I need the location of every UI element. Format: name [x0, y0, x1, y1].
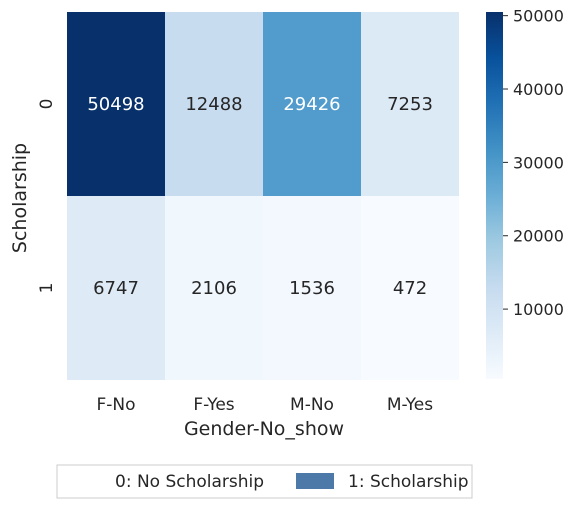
x-axis-tick-labels: F-No F-Yes M-No M-Yes — [96, 395, 433, 415]
y-tick-label: 1 — [37, 283, 57, 294]
heatmap-cell-value: 29426 — [283, 94, 340, 115]
heatmap-cells — [67, 12, 459, 380]
y-axis-label: Scholarship — [9, 143, 31, 253]
legend-label-scholarship: 1: Scholarship — [348, 472, 469, 492]
legend: 0: No Scholarship 1: Scholarship — [57, 465, 472, 498]
legend-swatch-scholarship — [296, 473, 334, 489]
x-tick-label: F-Yes — [193, 395, 234, 415]
x-tick-label: M-No — [290, 395, 334, 415]
x-axis-label: Gender-No_show — [184, 418, 344, 440]
heatmap-cell-value: 1536 — [289, 278, 335, 299]
colorbar-ticks: 10000 20000 30000 40000 50000 — [503, 7, 564, 319]
colorbar-tick-label: 50000 — [513, 7, 564, 26]
colorbar — [486, 12, 503, 379]
heatmap-cell-value: 2106 — [191, 278, 237, 299]
heatmap-cell-value: 472 — [393, 278, 427, 299]
heatmap-cell-value: 6747 — [93, 278, 139, 299]
heatmap-cell-value: 12488 — [185, 94, 242, 115]
heatmap-cell-value: 7253 — [387, 94, 433, 115]
colorbar-tick-label: 10000 — [513, 300, 564, 319]
colorbar-tick-label: 20000 — [513, 227, 564, 246]
heatmap-cell-value: 50498 — [87, 94, 144, 115]
colorbar-tick-label: 40000 — [513, 80, 564, 99]
y-tick-label: 0 — [37, 99, 57, 110]
colorbar-tick-label: 30000 — [513, 153, 564, 172]
x-tick-label: F-No — [96, 395, 135, 415]
x-tick-label: M-Yes — [387, 395, 433, 415]
legend-label-no-scholarship: 0: No Scholarship — [115, 472, 264, 492]
y-axis-tick-labels: 01 — [37, 99, 57, 294]
legend-swatch-no-scholarship — [63, 473, 101, 489]
